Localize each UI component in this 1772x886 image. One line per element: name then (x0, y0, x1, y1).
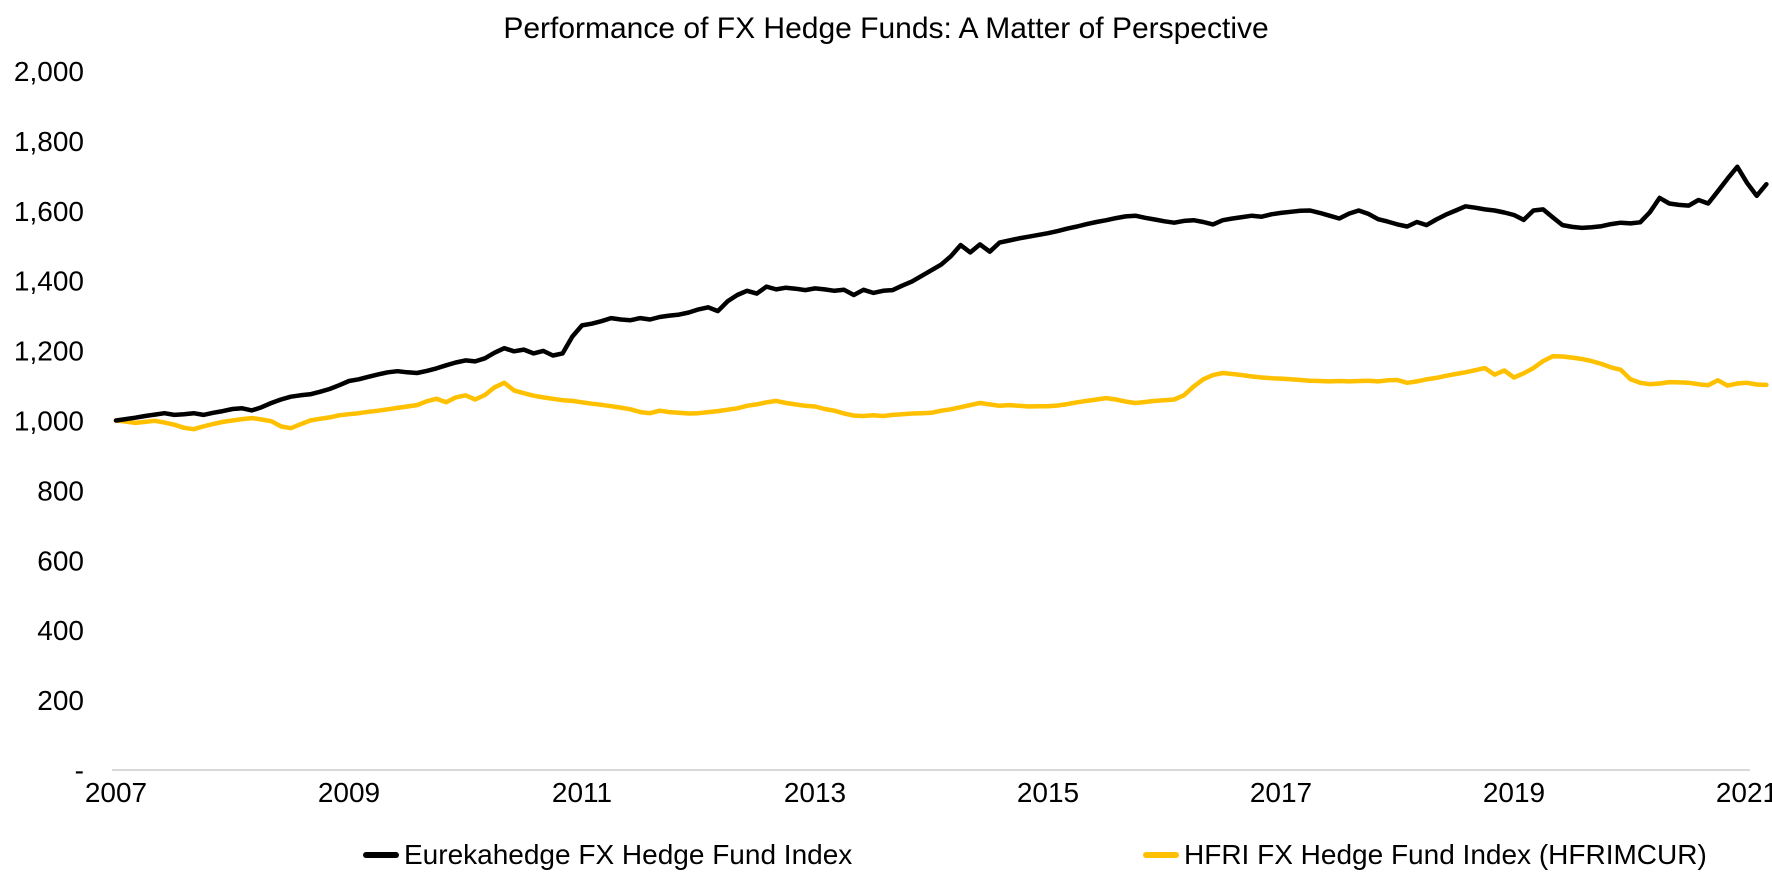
series-line-eurekahedge (113, 164, 1769, 423)
y-tick-label: - (75, 755, 84, 786)
y-tick-label: 200 (37, 685, 84, 716)
y-tick-label: 1,600 (14, 196, 84, 227)
legend-label-eurekahedge: Eurekahedge FX Hedge Fund Index (404, 839, 853, 870)
x-tick-label: 2013 (784, 777, 846, 808)
y-tick-label: 1,200 (14, 336, 84, 367)
y-tick-label: 1,400 (14, 266, 84, 297)
y-tick-label: 2,000 (14, 56, 84, 87)
x-tick-label: 2021 (1716, 777, 1772, 808)
y-tick-label: 600 (37, 545, 84, 576)
legend-swatch-hfri-icon (1143, 852, 1179, 858)
y-tick-label: 1,000 (14, 406, 84, 437)
y-tick-label: 800 (37, 475, 84, 506)
x-tick-label: 2009 (318, 777, 380, 808)
x-tick-label: 2007 (85, 777, 147, 808)
x-tick-label: 2015 (1017, 777, 1079, 808)
legend-item-eurekahedge: Eurekahedge FX Hedge Fund Index (363, 839, 853, 870)
series-line-hfri (113, 353, 1769, 432)
x-tick-label: 2019 (1483, 777, 1545, 808)
x-tick-label: 2017 (1250, 777, 1312, 808)
legend-item-hfri: HFRI FX Hedge Fund Index (HFRIMCUR) (1143, 839, 1707, 870)
legend-swatch-eurekahedge-icon (363, 852, 399, 858)
y-tick-label: 400 (37, 615, 84, 646)
x-tick-label: 2011 (552, 777, 612, 808)
legend-label-hfri: HFRI FX Hedge Fund Index (HFRIMCUR) (1184, 839, 1707, 870)
y-tick-label: 1,800 (14, 126, 84, 157)
chart-title: Performance of FX Hedge Funds: A Matter … (503, 12, 1269, 45)
